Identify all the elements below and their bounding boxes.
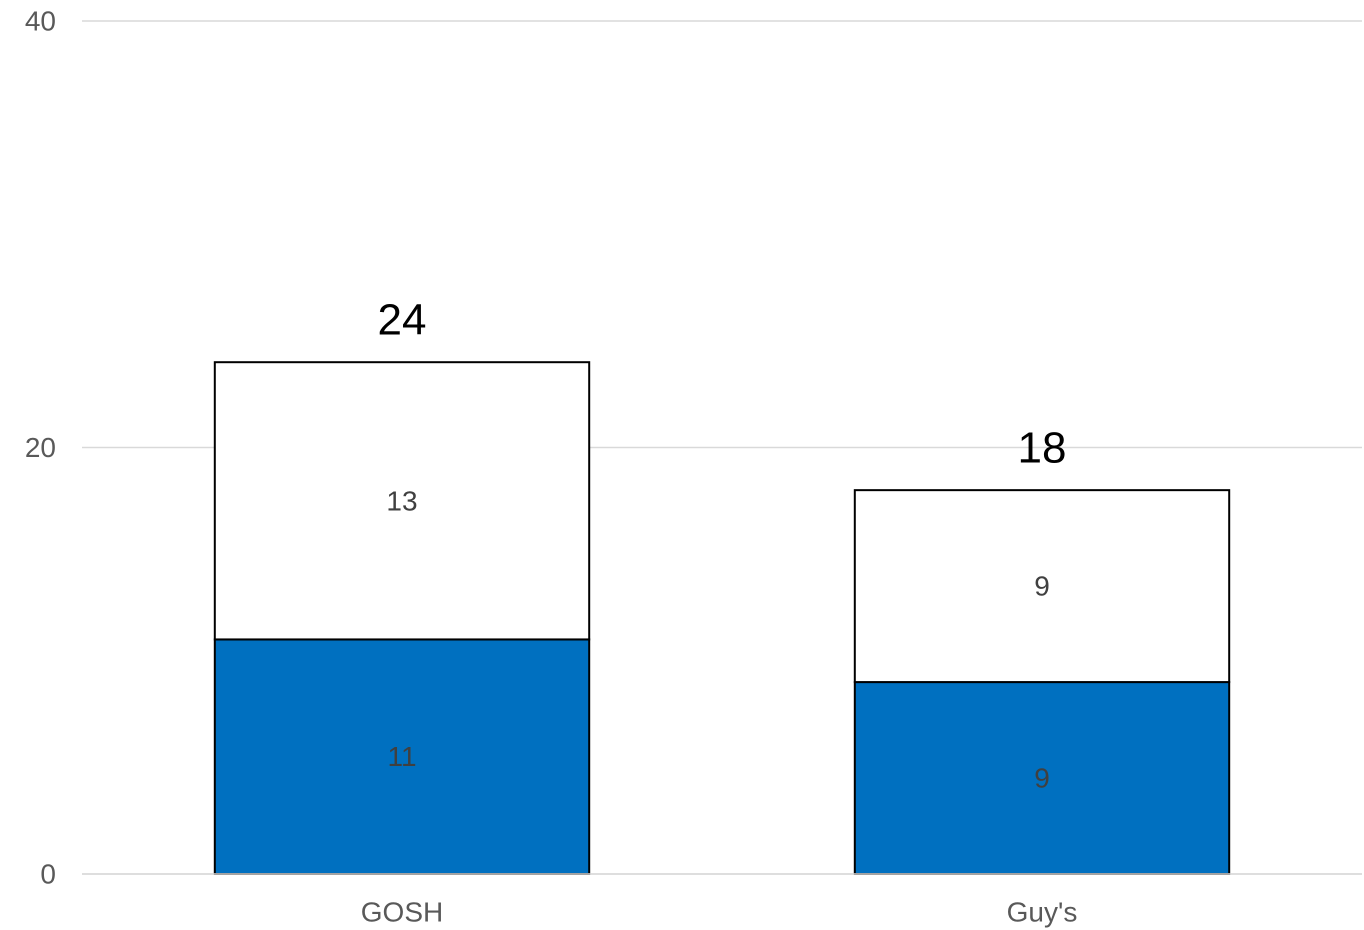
segment-value-label: 9 (1034, 571, 1050, 602)
y-tick-label: 0 (40, 859, 56, 890)
bar-segment-top (213, 361, 591, 641)
segment-value-label: 11 (387, 741, 416, 772)
segment-value-label: 9 (1034, 763, 1050, 794)
total-value-label: 24 (378, 296, 427, 345)
bar-segment-bottom (213, 638, 591, 875)
x-axis-ticks: GOSH Guy's (82, 873, 1362, 928)
y-tick-label: 20 (25, 432, 56, 463)
y-tick-label: 40 (25, 6, 56, 37)
bars (213, 361, 1231, 876)
data-labels: 11 13 24 9 9 18 (378, 296, 1067, 794)
total-value-label: 18 (1018, 424, 1067, 473)
x-tick-label: GOSH (361, 897, 443, 928)
bar-segment-bottom (853, 681, 1231, 876)
segment-value-label: 13 (386, 485, 417, 516)
y-axis-ticks: 0 20 40 (25, 6, 56, 890)
x-tick-label: Guy's (1007, 897, 1078, 928)
bar-segment-top (853, 489, 1231, 684)
